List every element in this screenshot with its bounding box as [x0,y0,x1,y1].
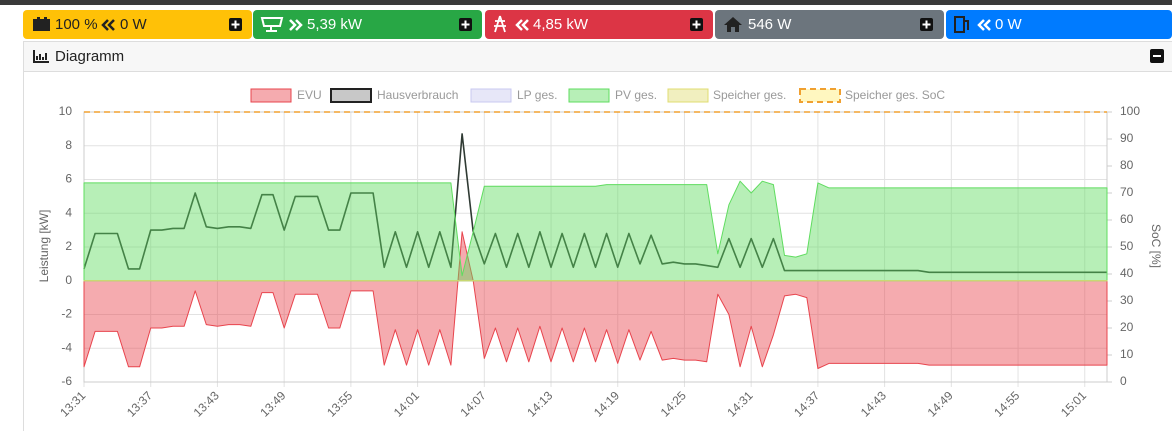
tile-text: 0 W [995,16,1023,33]
y-tick-label: 2 [65,239,72,253]
panel-title: Diagramm [55,48,124,65]
y2-tick-label: 30 [1120,293,1134,307]
tile-bg [715,10,944,39]
y-tick-label: 4 [65,205,72,219]
y-tick-label: -4 [61,340,72,354]
tile-text: 546 W [748,16,792,33]
tile-bg [23,10,252,39]
tile-text: 5,39 kW [307,16,363,33]
legend-swatch [667,88,709,103]
legend-swatch [470,88,512,103]
y2-tick-label: 80 [1120,158,1134,172]
area [83,231,1108,369]
top-bar [0,0,1172,5]
legend-swatch [330,88,372,103]
y-tick-label: 8 [65,138,72,152]
y2-tick-label: 10 [1120,347,1134,361]
storage-icon [954,16,969,33]
y-tick-label: 0 [65,273,72,287]
legend-swatch [568,88,610,103]
solar-icon [260,17,284,32]
tile-text: 0 W [120,16,148,33]
y-tick-label: -2 [61,307,72,321]
battery-icon [33,17,50,31]
chevron-icon [515,19,529,31]
legend-label: Hausverbrauch [377,88,458,102]
y2-tick-label: 40 [1120,266,1134,280]
tile-grid[interactable]: 4,85 kW [485,10,713,39]
house-icon [724,17,742,32]
tile-pv[interactable]: 5,39 kW [253,10,482,39]
y2-axis-label: SoC [%] [1149,224,1163,268]
legend-label: EVU [297,88,322,102]
plus-icon [922,20,931,29]
y-tick-label: -6 [61,374,72,388]
y2-tick-label: 90 [1120,131,1134,145]
y2-tick-label: 50 [1120,239,1134,253]
plus-icon [231,20,240,29]
tile-bg [253,10,482,39]
tile-storage[interactable]: 0 W [946,10,1172,39]
y2-tick-label: 70 [1120,185,1134,199]
legend-label: Speicher ges. [713,88,786,102]
tile-bg [485,10,713,39]
legend-label: PV ges. [615,88,657,102]
line [83,133,1107,274]
tile-text: 100 % [55,16,98,33]
panel [23,41,1172,431]
panel-header [23,41,1172,72]
tile-battery[interactable]: 100 % 0 W [23,10,252,39]
y2-tick-label: 60 [1120,212,1134,226]
legend-label: LP ges. [517,88,557,102]
tile-bg [946,10,1172,39]
chevron-icon [977,19,991,31]
chevron-icon [289,19,303,31]
tile-text: 4,85 kW [533,16,589,33]
plus-icon [692,20,701,29]
chevron-icon [101,19,115,31]
legend-label: Speicher ges. SoC [845,88,945,102]
y2-tick-label: 100 [1120,104,1140,118]
y-tick-label: 6 [65,172,72,186]
pylon-icon [494,15,506,33]
plus-icon [461,20,470,29]
y-tick-label: 10 [59,104,73,118]
tile-house[interactable]: 546 W [715,10,944,39]
y-axis-label: Leistung [kW] [37,210,51,283]
y2-tick-label: 20 [1120,320,1134,334]
y2-tick-label: 0 [1120,374,1127,388]
chart-icon [33,50,49,63]
legend-swatch [799,88,841,103]
legend-swatch [250,88,292,103]
area [83,180,1108,282]
